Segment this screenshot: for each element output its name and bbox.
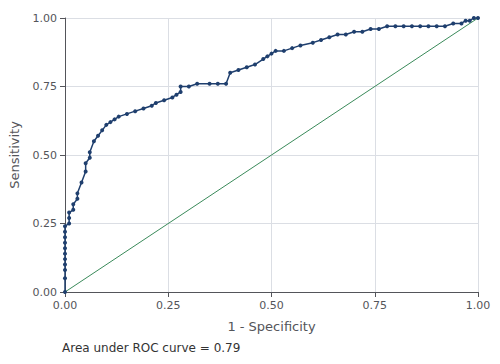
svg-text:0.75: 0.75 <box>33 80 58 93</box>
svg-text:0.75: 0.75 <box>363 299 388 312</box>
svg-text:0.50: 0.50 <box>259 299 284 312</box>
svg-text:0.00: 0.00 <box>33 286 58 299</box>
svg-text:0.25: 0.25 <box>33 217 58 230</box>
svg-text:1.00: 1.00 <box>466 299 491 312</box>
svg-text:0.00: 0.00 <box>53 299 78 312</box>
svg-text:1.00: 1.00 <box>33 12 58 25</box>
svg-text:1 - Specificity: 1 - Specificity <box>227 319 316 334</box>
svg-text:0.25: 0.25 <box>156 299 181 312</box>
svg-text:Area under ROC curve = 0.79: Area under ROC curve = 0.79 <box>62 341 240 355</box>
svg-text:Sensitivity: Sensitivity <box>7 121 22 189</box>
svg-text:0.50: 0.50 <box>33 149 58 162</box>
